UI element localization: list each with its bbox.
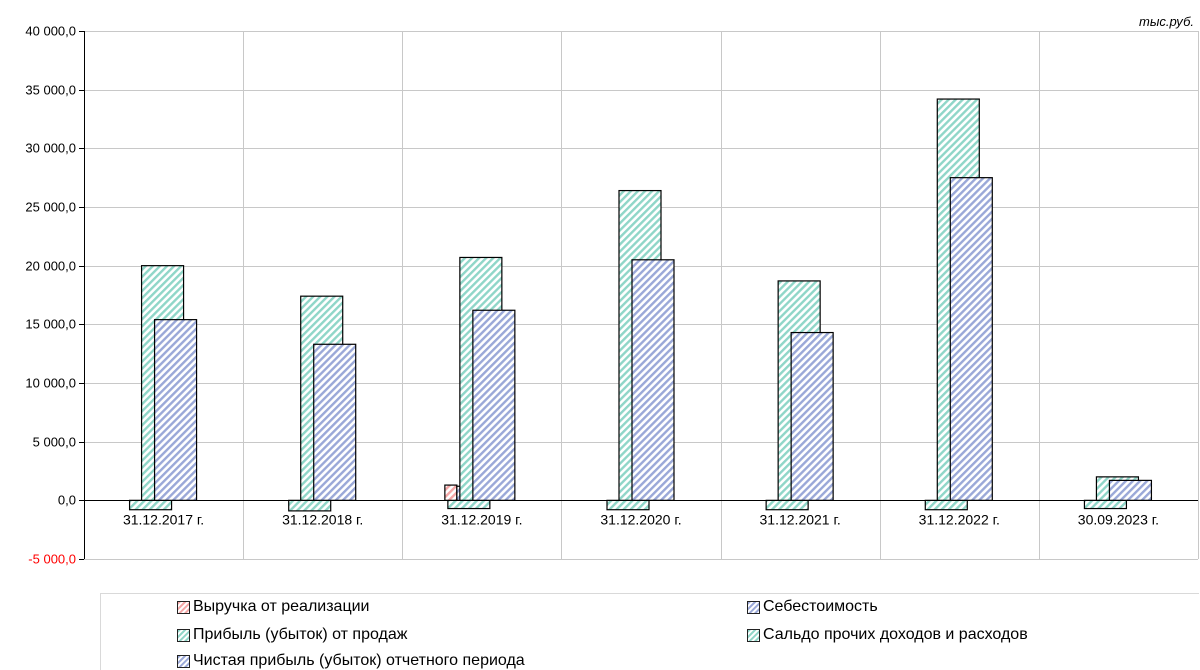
legend-item-other-balance: Сальдо прочих доходов и расходов — [747, 626, 1028, 644]
legend-item-sales-profit: Прибыль (убыток) от продаж — [177, 626, 407, 644]
x-tick-label: 31.12.2020 г. — [600, 512, 681, 528]
x-tick-label: 30.09.2023 г. — [1078, 512, 1159, 528]
bar-other-balance — [128, 499, 173, 511]
bar-other-balance — [765, 499, 809, 511]
y-tick-label: 35 000,0 — [25, 83, 76, 98]
bar-net-profit — [1108, 479, 1153, 501]
bar-net-profit — [313, 343, 357, 501]
y-tick-label: 15 000,0 — [25, 317, 76, 332]
legend-label-revenue: Выручка от реализации — [193, 598, 370, 615]
bar-other-balance — [1083, 499, 1128, 510]
x-tick-label: 31.12.2018 г. — [282, 512, 363, 528]
x-tick-label: 31.12.2019 г. — [441, 512, 522, 528]
legend-label-sales-profit: Прибыль (убыток) от продаж — [193, 626, 408, 643]
y-tick-label: 10 000,0 — [25, 376, 76, 391]
bar-net-profit — [949, 177, 993, 501]
y-tick-label: 25 000,0 — [25, 200, 76, 215]
legend-label-net-profit: Чистая прибыль (убыток) отчетного период… — [193, 652, 525, 669]
bar-net-profit — [153, 319, 198, 501]
y-tick-label: 0,0 — [58, 493, 76, 508]
legend-swatch-other-balance — [747, 628, 760, 642]
legend-swatch-net-profit — [177, 654, 190, 668]
unit-label: тыс.руб. — [1138, 14, 1194, 29]
bar-net-profit — [631, 259, 675, 501]
legend-item-net-profit: Чистая прибыль (убыток) отчетного период… — [177, 652, 525, 670]
legend: Выручка от реализации Себестоимость Приб… — [100, 593, 1199, 670]
x-tick-label: 31.12.2021 г. — [760, 512, 841, 528]
legend-swatch-revenue — [177, 600, 190, 614]
legend-item-revenue: Выручка от реализации — [177, 598, 369, 616]
bar-other-balance — [606, 499, 650, 511]
legend-label-other-balance: Сальдо прочих доходов и расходов — [763, 626, 1028, 643]
bar-other-balance — [924, 499, 968, 511]
bar-other-balance — [288, 499, 332, 512]
bar-revenue — [444, 484, 458, 501]
legend-swatch-cost — [747, 600, 760, 614]
legend-item-cost: Себестоимость — [747, 598, 878, 616]
y-tick-label: -5 000,0 — [28, 552, 76, 567]
bar-net-profit — [472, 309, 516, 501]
y-tick-label: 40 000,0 — [25, 24, 76, 39]
legend-swatch-sales-profit — [177, 628, 190, 642]
y-tick-label: 30 000,0 — [25, 141, 76, 156]
chart-plot: -5 000,0 0,0 5 000,0 10 000,0 15 000,0 20 000… — [25, 24, 1199, 567]
x-tick-label: 31.12.2022 г. — [919, 512, 1000, 528]
y-tick-label: 20 000,0 — [25, 259, 76, 274]
x-tick-label: 31.12.2017 г. — [123, 512, 204, 528]
bar-other-balance — [447, 499, 491, 510]
y-tick-label: 5 000,0 — [33, 435, 76, 450]
legend-label-cost: Себестоимость — [763, 598, 878, 615]
bar-net-profit — [790, 331, 834, 501]
